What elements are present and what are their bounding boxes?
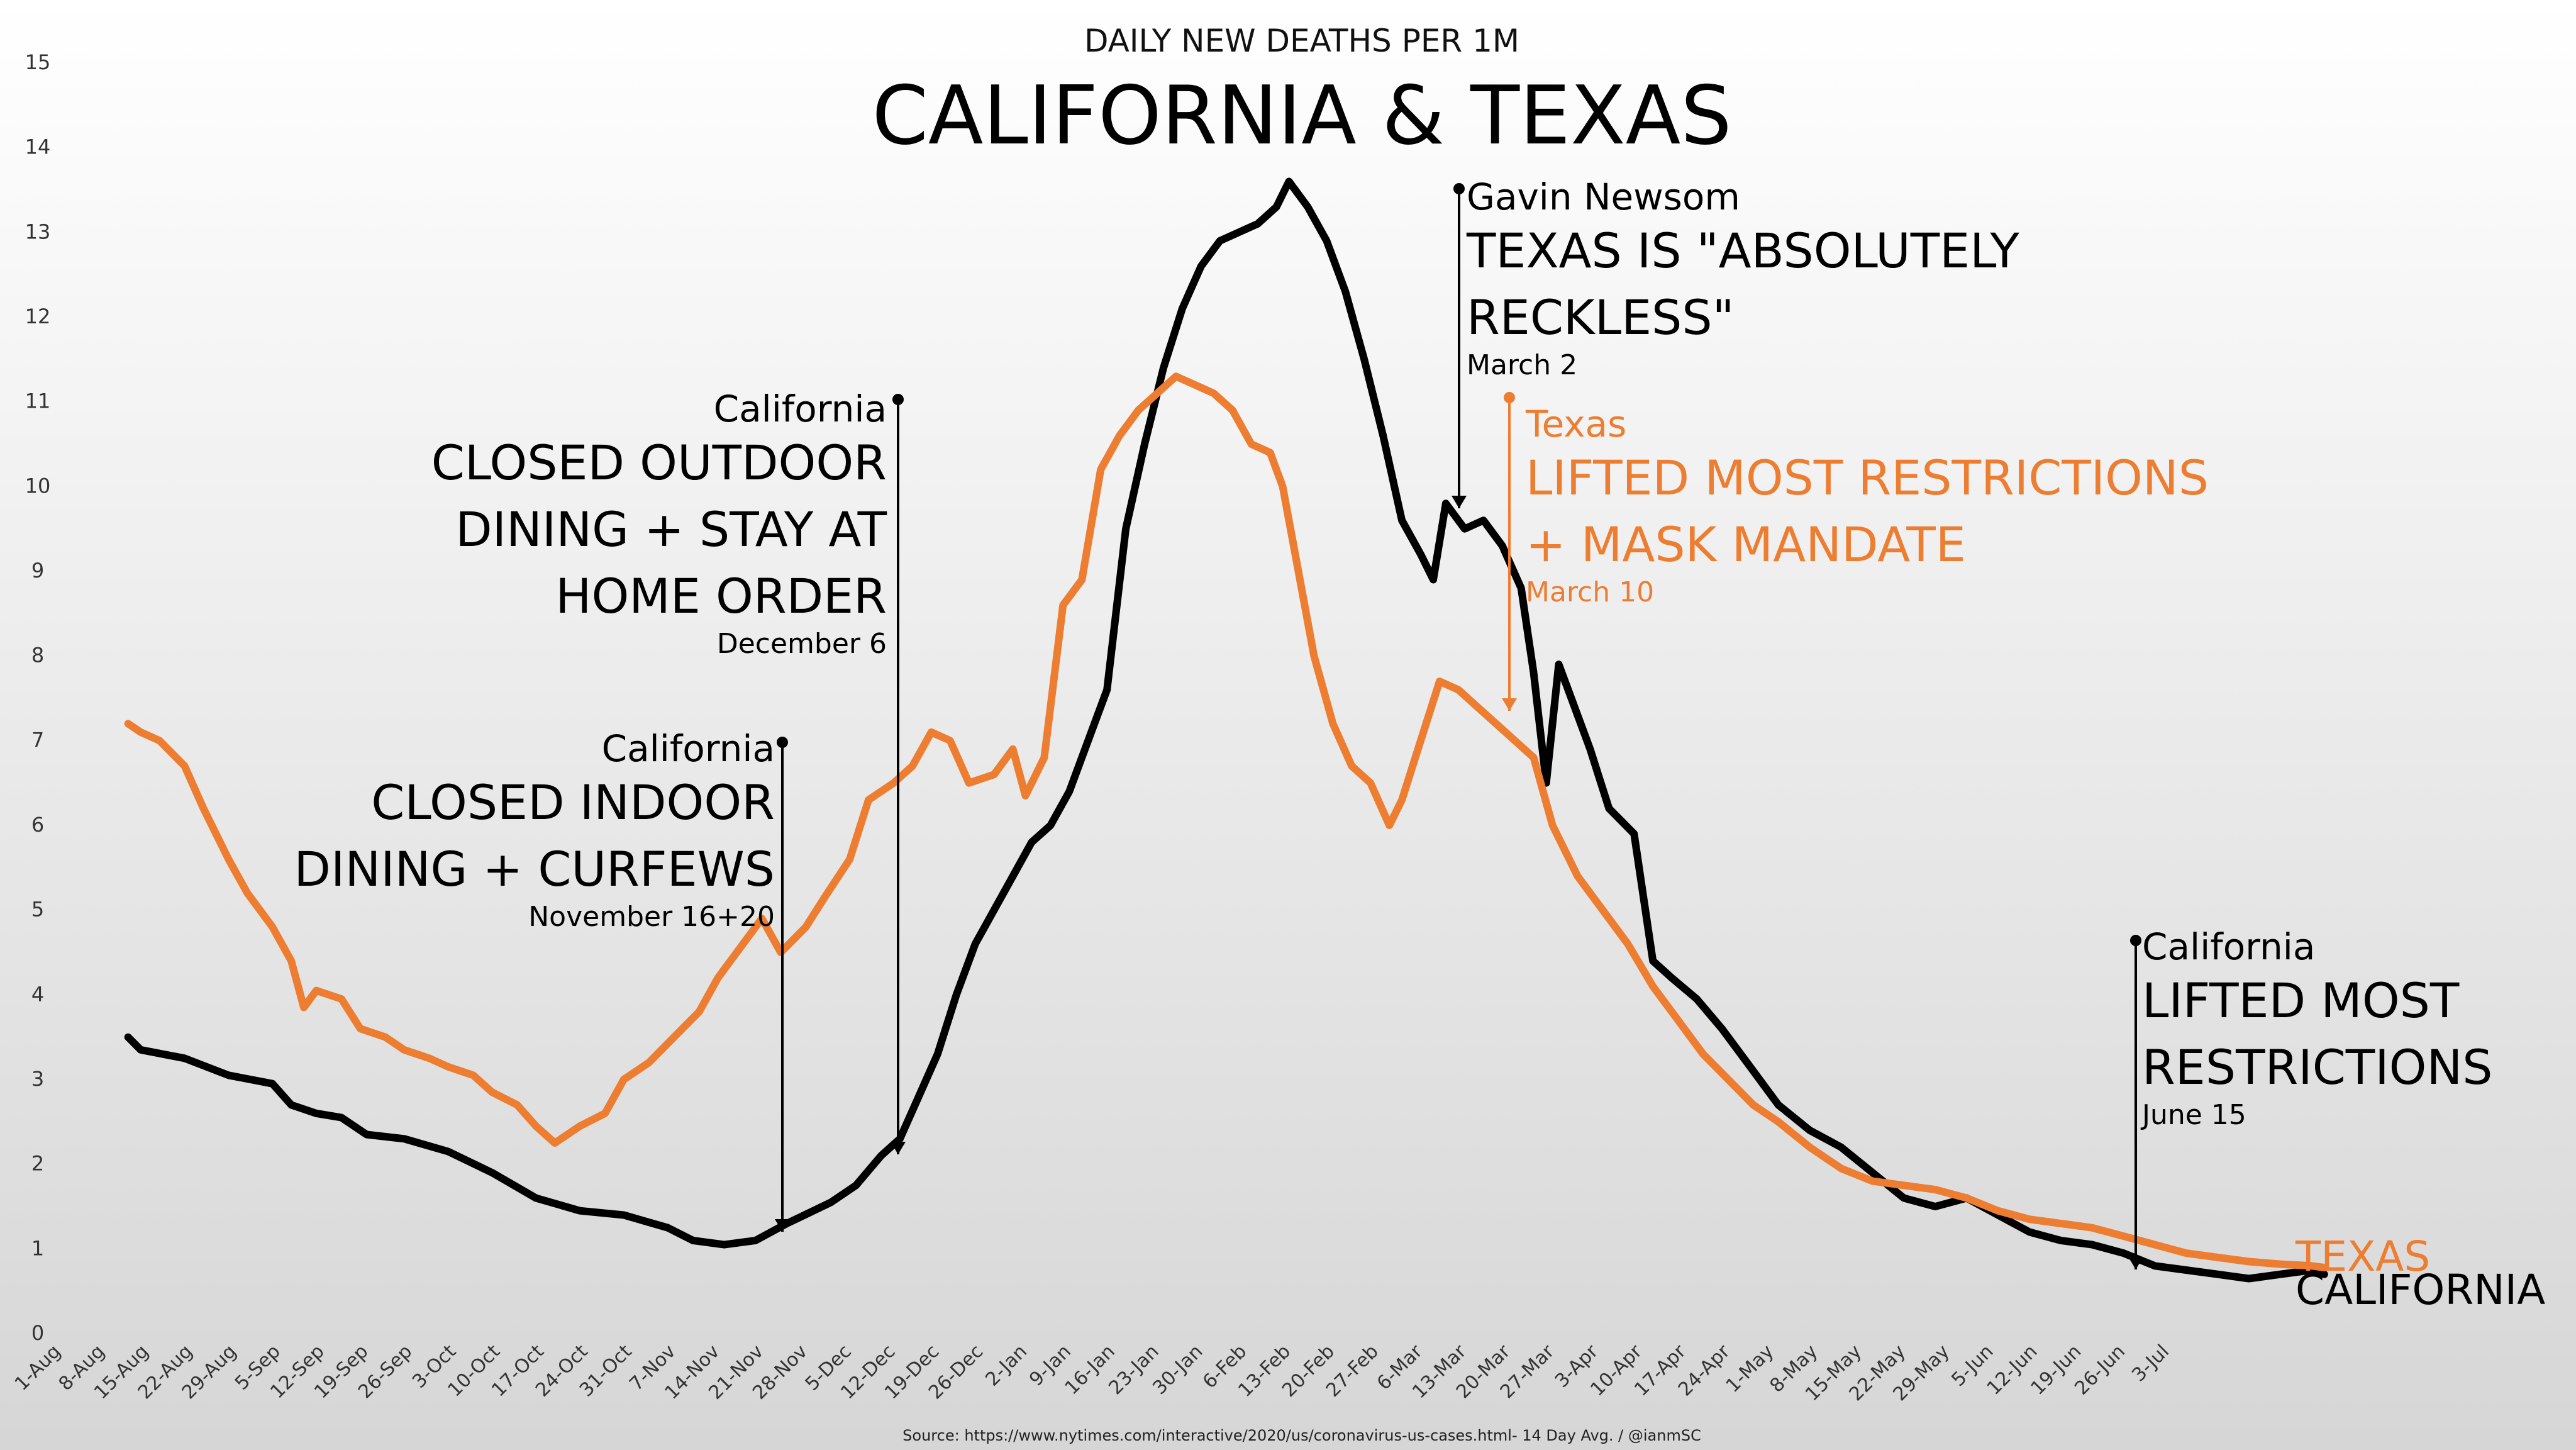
annotation-text: HOME ORDER <box>555 568 887 624</box>
annotation-heading: California <box>2142 925 2315 968</box>
annotation-heading: California <box>602 727 775 770</box>
annotation-dot <box>1453 183 1465 194</box>
annotation-texas: Texas LIFTED MOST RESTRICTIONS + MASK MAND… <box>1502 392 2209 711</box>
annotation-heading: California <box>714 388 887 430</box>
y-tick-label: 7 <box>31 728 44 752</box>
annotation-text: DINING + STAY AT <box>455 501 887 557</box>
annotation-date: March 2 <box>1467 349 1577 381</box>
series-label-texas: TEXAS <box>2295 1232 2430 1281</box>
annotation-text: + MASK MANDATE <box>1526 516 1966 572</box>
annotation-newsom: Gavin Newsom TEXAS IS "ABSOLUTELY RECKLESS… <box>1452 176 2019 508</box>
annotation-text: RECKLESS" <box>1467 289 1735 345</box>
y-tick-label: 5 <box>31 898 44 922</box>
annotation-dec: California CLOSED OUTDOOR DINING + STAY AT… <box>431 388 906 1154</box>
annotation-june: California LIFTED MOST RESTRICTIONS June 15 <box>2128 925 2493 1269</box>
annotation-date: November 16+20 <box>528 901 775 933</box>
annotation-text: LIFTED MOST RESTRICTIONS <box>1526 450 2209 506</box>
y-tick-label: 13 <box>25 220 51 243</box>
annotation-arrow <box>775 1219 790 1232</box>
annotation-dot <box>777 737 788 748</box>
y-tick-label: 11 <box>25 389 51 413</box>
chart-source: Source: https://www.nytimes.com/interact… <box>902 1427 1701 1444</box>
y-tick-label: 15 <box>25 50 51 74</box>
series-lines <box>124 177 2328 1283</box>
chart-subtitle: DAILY NEW DEATHS PER 1M <box>1084 23 1519 59</box>
annotation-date: March 10 <box>1526 576 1654 608</box>
annotation-text: RESTRICTIONS <box>2142 1039 2493 1095</box>
annotation-text: TEXAS IS "ABSOLUTELY <box>1466 223 2019 279</box>
y-tick-label: 3 <box>31 1067 44 1091</box>
y-tick-label: 2 <box>31 1152 44 1176</box>
annotation-date: June 15 <box>2140 1099 2246 1131</box>
y-tick-label: 10 <box>25 474 51 498</box>
y-tick-label: 1 <box>31 1236 44 1260</box>
y-tick-label: 4 <box>31 982 44 1006</box>
y-tick-label: 0 <box>31 1321 44 1345</box>
annotation-text: CLOSED INDOOR <box>371 774 775 830</box>
annotation-text: LIFTED MOST <box>2142 973 2460 1029</box>
series-line-texas <box>124 372 2328 1271</box>
annotation-heading: Gavin Newsom <box>1467 176 1740 218</box>
series-label-california: CALIFORNIA <box>2296 1266 2545 1314</box>
annotation-date: December 6 <box>717 628 887 660</box>
y-tick-label: 12 <box>25 304 51 328</box>
annotation-heading: Texas <box>1525 403 1626 445</box>
y-tick-label: 14 <box>25 135 51 159</box>
annotation-arrow <box>1502 698 1517 711</box>
annotation-text: CLOSED OUTDOOR <box>431 435 887 491</box>
annotation-dot <box>1504 392 1515 403</box>
chart-title: CALIFORNIA & TEXAS <box>872 69 1731 163</box>
annotation-arrow <box>2128 1257 2143 1269</box>
annotation-arrow <box>891 1142 906 1154</box>
y-tick-label: 9 <box>31 559 44 583</box>
annotation-text: DINING + CURFEWS <box>294 841 775 897</box>
y-tick-label: 6 <box>31 813 44 837</box>
annotation-dot <box>892 394 904 405</box>
y-tick-label: 8 <box>31 644 44 667</box>
annotation-dot <box>2130 935 2141 946</box>
annotation-arrow <box>1452 496 1467 508</box>
